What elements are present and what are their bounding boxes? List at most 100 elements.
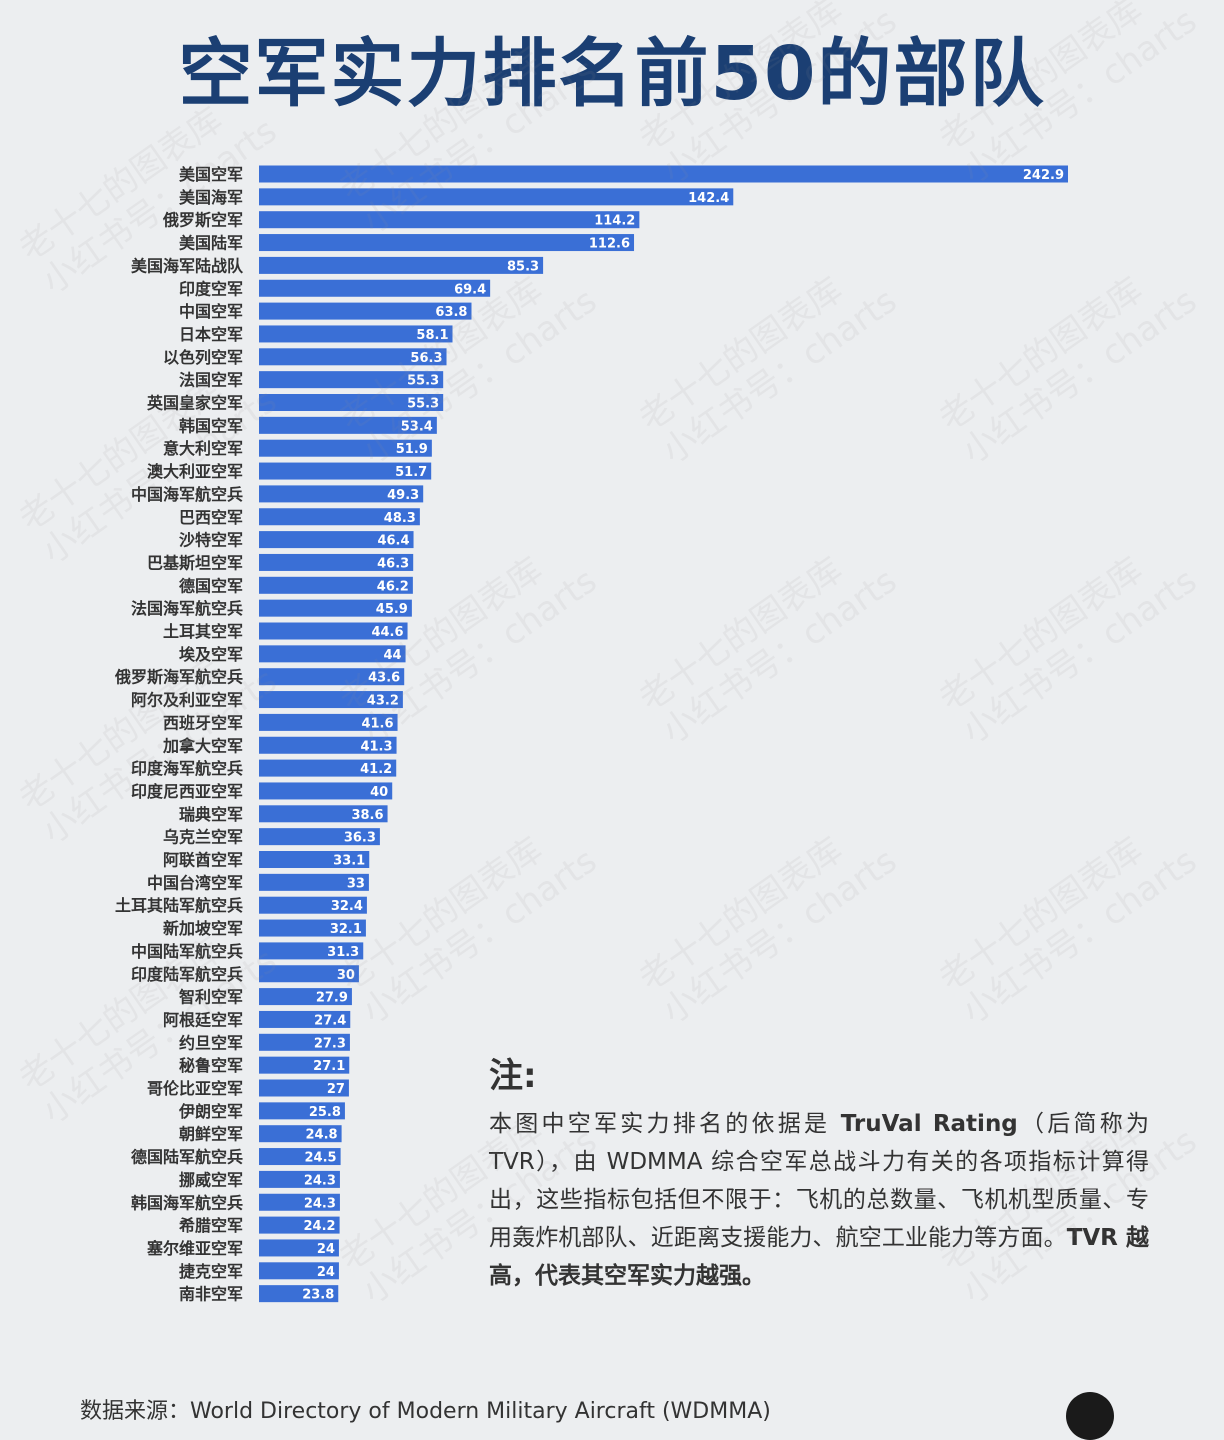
- value-label: 45.9: [376, 602, 408, 617]
- category-label: 智利空军: [179, 988, 243, 1007]
- bar: [259, 1010, 351, 1028]
- value-label: 58.1: [416, 328, 448, 343]
- category-label: 澳大利亚空军: [147, 462, 243, 481]
- category-label: 约旦空军: [179, 1033, 243, 1052]
- bar: [259, 965, 359, 983]
- value-label: 53.4: [401, 419, 433, 434]
- value-label: 41.3: [360, 739, 392, 754]
- bar: [259, 713, 398, 731]
- category-label: 乌克兰空军: [163, 828, 243, 847]
- bar: [259, 508, 420, 526]
- bar: [259, 1193, 340, 1211]
- category-label: 意大利空军: [163, 439, 243, 458]
- value-label: 44.6: [371, 625, 403, 640]
- category-label: 埃及空军: [179, 645, 243, 664]
- value-label: 41.2: [360, 762, 392, 777]
- category-label: 伊朗空军: [178, 1102, 243, 1121]
- bar: [259, 256, 544, 274]
- category-label: 美国海军: [179, 188, 243, 207]
- category-label: 土耳其陆军航空兵: [115, 896, 243, 915]
- value-label: 51.7: [395, 465, 427, 480]
- bar: [259, 1170, 340, 1188]
- bar: [259, 1262, 339, 1280]
- value-label: 55.3: [407, 374, 439, 389]
- bar: [259, 302, 472, 320]
- category-label: 朝鲜空军: [179, 1125, 243, 1144]
- category-label: 法国空军: [179, 371, 243, 390]
- value-label: 33: [347, 876, 365, 891]
- bar: [259, 622, 408, 640]
- category-label: 以色列空军: [163, 348, 243, 367]
- value-label: 85.3: [507, 259, 539, 274]
- value-label: 24.3: [304, 1173, 336, 1188]
- data-source: 数据来源：World Directory of Modern Military …: [80, 1399, 771, 1424]
- category-label: 印度海军航空兵: [131, 759, 243, 778]
- category-label: 日本空军: [179, 325, 243, 344]
- bar: [259, 211, 640, 229]
- note-heading: 注:: [489, 1056, 537, 1096]
- bar-chart: 美国空军 242.9 美国海军 142.4 俄罗斯空军 114.2 美国陆军 112.6 美国海…: [114, 165, 1068, 1304]
- category-label: 德国陆军航空兵: [131, 1148, 243, 1167]
- bar: [259, 668, 405, 686]
- value-label: 44: [383, 648, 401, 663]
- category-label: 中国陆军航空兵: [131, 942, 243, 961]
- bar: [259, 279, 491, 297]
- bar: [259, 394, 444, 411]
- bar: [259, 325, 453, 343]
- bar: [259, 439, 432, 457]
- note-text-bold-1: TruVal Rating: [840, 1111, 1018, 1137]
- category-label: 阿联酋空军: [163, 851, 243, 870]
- value-label: 24.5: [305, 1151, 337, 1166]
- value-label: 43.6: [368, 671, 400, 686]
- category-label: 美国空军: [179, 165, 243, 184]
- category-label: 瑞典空军: [179, 805, 243, 824]
- value-label: 30: [337, 968, 355, 983]
- value-label: 46.2: [377, 579, 409, 594]
- category-label: 美国陆军: [179, 234, 243, 253]
- category-label: 俄罗斯空军: [162, 211, 243, 230]
- value-label: 27.1: [313, 1059, 345, 1074]
- value-label: 27.3: [314, 1036, 346, 1051]
- bar: [259, 1102, 345, 1120]
- bar: [259, 919, 366, 937]
- value-label: 36.3: [344, 831, 376, 846]
- logo-icon: [1066, 1392, 1114, 1440]
- value-label: 23.8: [302, 1288, 334, 1303]
- value-label: 24.8: [306, 1128, 338, 1143]
- value-label: 46.4: [377, 534, 409, 549]
- category-label: 巴西空军: [179, 508, 243, 527]
- note-text-bold-2: TVR 越高，代表其空军实力越强。: [489, 1225, 1150, 1289]
- category-label: 中国海军航空兵: [131, 485, 243, 504]
- category-label: 阿尔及利亚空军: [131, 691, 243, 710]
- bar: [259, 1056, 350, 1074]
- value-label: 112.6: [589, 237, 630, 252]
- value-label: 24.3: [304, 1196, 336, 1211]
- bar: [259, 576, 413, 594]
- value-label: 40: [370, 785, 388, 800]
- bar: [259, 736, 397, 754]
- bar: [259, 599, 412, 617]
- note-text-part-2: （后简称为TVR），由 WDMMA 综合空军总战斗力有关的各项指标计算得出，这些…: [489, 1111, 1150, 1251]
- category-label: 西班牙空军: [163, 713, 243, 732]
- category-label: 挪威空军: [179, 1170, 243, 1189]
- value-label: 69.4: [454, 282, 486, 297]
- bar: [259, 188, 734, 206]
- value-label: 48.3: [384, 511, 416, 526]
- bar: [259, 851, 370, 868]
- bar: [259, 759, 397, 777]
- bar: [259, 416, 437, 434]
- category-label: 新加坡空军: [163, 919, 243, 938]
- bar: [259, 828, 380, 846]
- value-label: 114.2: [594, 214, 635, 229]
- page-title: 空军实力排名前50的部队: [178, 31, 1046, 117]
- bar: [259, 805, 388, 823]
- bar: [259, 691, 403, 709]
- category-label: 阿根廷空军: [163, 1010, 243, 1029]
- category-label: 加拿大空军: [162, 736, 243, 755]
- category-label: 中国空军: [179, 302, 243, 321]
- note-text-part-1: 本图中空军实力排名的依据是: [489, 1111, 841, 1137]
- bar: [259, 531, 414, 549]
- value-label: 27.9: [316, 991, 348, 1006]
- bar: [259, 1079, 349, 1097]
- value-label: 32.4: [331, 899, 363, 914]
